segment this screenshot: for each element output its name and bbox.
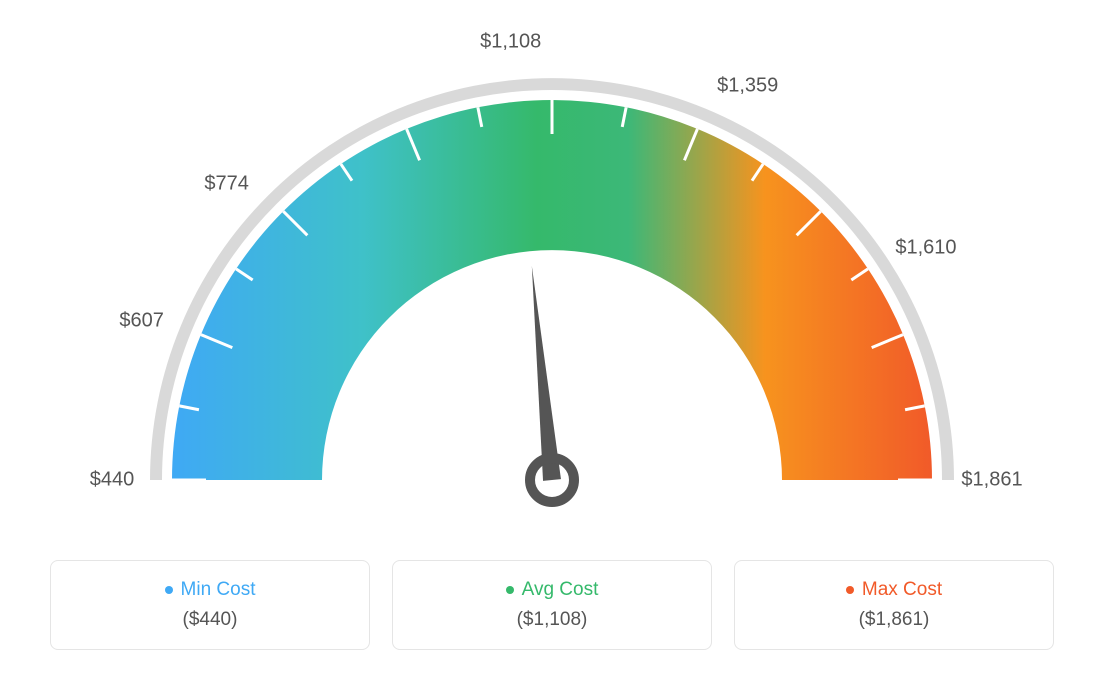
min-label: Min Cost — [181, 579, 256, 601]
gauge-tick-label: $774 — [204, 172, 249, 195]
max-label: Max Cost — [862, 579, 942, 601]
avg-value: ($1,108) — [413, 609, 691, 631]
avg-label: Avg Cost — [522, 579, 599, 601]
max-cost-card: Max Cost ($1,861) — [734, 560, 1054, 650]
min-dot — [165, 586, 173, 594]
gauge-tick-label: $607 — [119, 310, 164, 333]
max-dot — [846, 586, 854, 594]
legend-row: Min Cost ($440) Avg Cost ($1,108) Max Co… — [50, 560, 1054, 650]
gauge-tick-label: $1,108 — [480, 30, 541, 53]
gauge-canvas: $440$607$774$1,108$1,359$1,610$1,861 — [112, 40, 992, 540]
gauge-tick-label: $1,359 — [717, 74, 778, 97]
gauge-tick-label: $440 — [90, 469, 135, 492]
max-value: ($1,861) — [755, 609, 1033, 631]
min-cost-card: Min Cost ($440) — [50, 560, 370, 650]
gauge-tick-label: $1,610 — [895, 237, 956, 260]
cost-gauge: $440 $607 $774 $1,108 $1,359 $1,610 $1,861 — [50, 30, 1054, 550]
avg-cost-card: Avg Cost ($1,108) — [392, 560, 712, 650]
gauge-tick-label: $1,861 — [961, 469, 1022, 492]
min-value: ($440) — [71, 609, 349, 631]
avg-dot — [506, 586, 514, 594]
